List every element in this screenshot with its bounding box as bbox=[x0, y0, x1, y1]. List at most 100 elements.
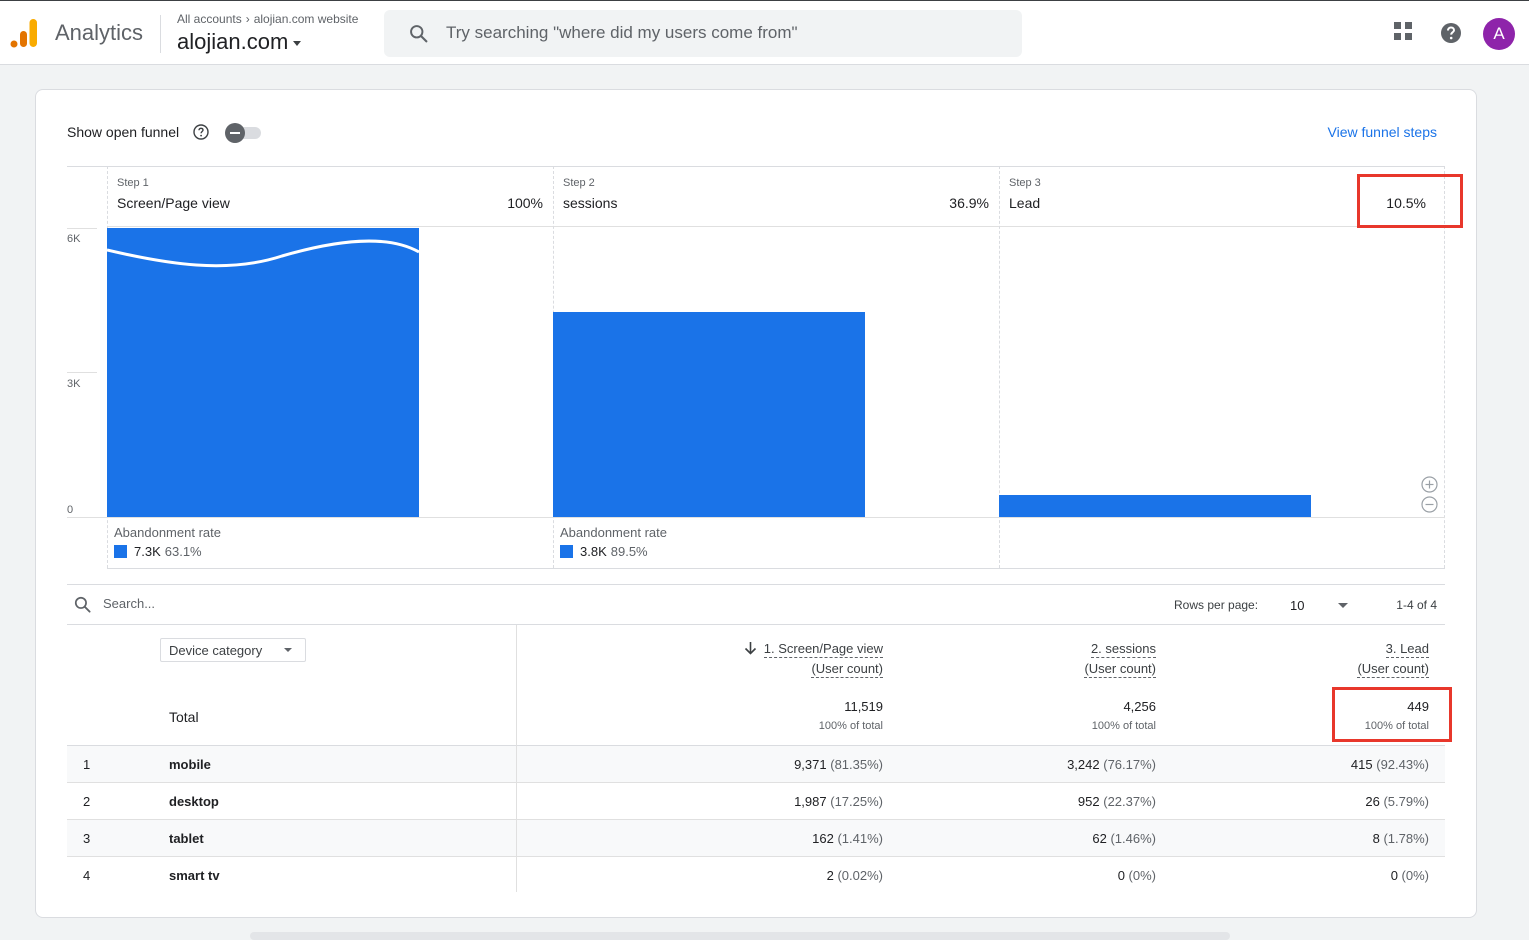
row-device: tablet bbox=[169, 831, 204, 846]
y-tick-0: 0 bbox=[67, 504, 74, 516]
help-outline-icon[interactable] bbox=[193, 124, 209, 140]
zoom-out-icon[interactable] bbox=[1421, 496, 1438, 513]
header-divider bbox=[160, 15, 161, 53]
row-value-step-1: 162 (1.41%) bbox=[812, 831, 883, 846]
step-2-percent: 36.9% bbox=[949, 195, 989, 211]
abandonment-rate: 63.1% bbox=[164, 544, 202, 559]
abandonment-label: Abandonment rate bbox=[560, 525, 667, 540]
abandonment-rate: 89.5% bbox=[610, 544, 648, 559]
sort-descending-icon[interactable] bbox=[744, 641, 757, 655]
account-avatar[interactable]: A bbox=[1483, 18, 1515, 50]
abandonment-step-2: Abandonment rate 3.8K 89.5% bbox=[560, 525, 667, 559]
zoom-in-icon[interactable] bbox=[1421, 476, 1438, 493]
funnel-bar-step-3[interactable] bbox=[999, 495, 1311, 517]
legend-swatch bbox=[560, 545, 573, 558]
chart-top-border bbox=[67, 166, 1445, 167]
global-search-input[interactable] bbox=[446, 20, 1006, 46]
column-divider bbox=[1444, 166, 1445, 568]
total-value: 11,519 bbox=[844, 699, 883, 714]
total-share: 100% of total bbox=[1364, 720, 1429, 732]
funnel-bar-step-1[interactable] bbox=[107, 228, 419, 517]
total-label: Total bbox=[169, 709, 199, 725]
column-title: 1. Screen/Page view bbox=[763, 641, 883, 658]
apps-grid-icon[interactable] bbox=[1393, 21, 1413, 41]
rows-per-page-label: Rows per page: bbox=[1174, 598, 1259, 612]
property-selector[interactable]: alojian.com bbox=[177, 29, 302, 55]
table-row[interactable]: 2 desktop 1,987 (17.25%) 952 (22.37%) 26… bbox=[67, 783, 1445, 820]
step-1-name: Screen/Page view bbox=[117, 195, 230, 211]
caret-down-icon[interactable] bbox=[1338, 603, 1348, 608]
abandonment-count: 7.3K bbox=[134, 544, 161, 559]
column-header-step-3[interactable]: 3. Lead (User count) bbox=[1357, 639, 1429, 679]
dimension-select[interactable]: Device category bbox=[160, 638, 306, 662]
funnel-bar-step-2[interactable] bbox=[553, 312, 865, 517]
table-toolbar: Rows per page: 10 1-4 of 4 bbox=[67, 584, 1445, 625]
total-share: 100% of total bbox=[818, 720, 883, 732]
step-3-label: Step 3 bbox=[1009, 177, 1041, 189]
rows-per-page-select[interactable]: 10 bbox=[1290, 598, 1305, 613]
total-value: 4,256 bbox=[1123, 699, 1156, 714]
row-index: 1 bbox=[83, 757, 91, 772]
chart-baseline bbox=[67, 517, 1445, 518]
total-value: 449 bbox=[1407, 699, 1429, 714]
search-icon bbox=[410, 25, 428, 43]
row-value-step-2: 952 (22.37%) bbox=[1077, 794, 1156, 809]
row-device: mobile bbox=[169, 757, 211, 772]
step-3-name: Lead bbox=[1009, 195, 1041, 211]
row-value-step-1: 9,371 (81.35%) bbox=[794, 757, 883, 772]
funnel-chart: Step 1 Screen/Page view 100% Step 2 sess… bbox=[67, 166, 1445, 569]
caret-down-icon bbox=[284, 648, 292, 652]
step-header-1: Step 1 Screen/Page view 100% bbox=[107, 166, 553, 227]
y-gridline bbox=[67, 372, 97, 373]
column-header-step-1[interactable]: 1. Screen/Page view (User count) bbox=[744, 639, 883, 679]
table-row[interactable]: 1 mobile 9,371 (81.35%) 3,242 (76.17%) 4… bbox=[67, 746, 1445, 783]
dimension-select-label: Device category bbox=[169, 643, 263, 658]
total-step-2: 4,256 100% of total bbox=[1092, 699, 1156, 732]
highlight-box bbox=[1357, 174, 1463, 228]
row-value-step-2: 62 (1.46%) bbox=[1092, 831, 1156, 846]
open-funnel-label: Show open funnel bbox=[67, 124, 180, 140]
global-search[interactable] bbox=[384, 10, 1022, 57]
step-1-label: Step 1 bbox=[117, 177, 149, 189]
help-icon[interactable] bbox=[1440, 22, 1462, 44]
row-value-step-3: 415 (92.43%) bbox=[1350, 757, 1429, 772]
y-gridline bbox=[67, 228, 97, 229]
column-header-step-2[interactable]: 2. sessions (User count) bbox=[1084, 639, 1156, 679]
row-index: 2 bbox=[83, 794, 91, 809]
caret-down-icon bbox=[293, 40, 302, 46]
table-row[interactable]: 4 smart tv 2 (0.02%) 0 (0%) 0 (0%) bbox=[67, 857, 1445, 894]
step-2-name: sessions bbox=[563, 195, 618, 211]
breadcrumb[interactable]: All accounts › alojian.com website bbox=[177, 12, 358, 26]
funnel-card: Show open funnel View funnel steps Step … bbox=[35, 89, 1477, 918]
pagination-range: 1-4 of 4 bbox=[1396, 598, 1437, 612]
analytics-logo-icon[interactable] bbox=[10, 18, 38, 48]
breadcrumb-property[interactable]: alojian.com website bbox=[253, 12, 359, 26]
y-tick-3k: 3K bbox=[67, 378, 81, 390]
abandonment-count: 3.8K bbox=[580, 544, 607, 559]
step-3-percent: 10.5% bbox=[1386, 195, 1426, 211]
row-value-step-3: 26 (5.79%) bbox=[1365, 794, 1429, 809]
total-share: 100% of total bbox=[1091, 720, 1156, 732]
highlight-box bbox=[1332, 687, 1452, 742]
breadcrumb-account[interactable]: All accounts bbox=[177, 12, 242, 26]
table-search-input[interactable] bbox=[103, 596, 503, 611]
row-value-step-1: 1,987 (17.25%) bbox=[794, 794, 883, 809]
row-value-step-2: 0 (0%) bbox=[1117, 868, 1156, 883]
column-divider bbox=[999, 166, 1000, 568]
legend-swatch bbox=[114, 545, 127, 558]
chevron-right-icon: › bbox=[245, 12, 250, 26]
column-subtitle: (User count) bbox=[1084, 661, 1156, 678]
toggle-knob bbox=[225, 123, 245, 143]
open-funnel-toggle[interactable] bbox=[225, 123, 263, 143]
row-device: smart tv bbox=[169, 868, 220, 883]
column-subtitle: (User count) bbox=[811, 661, 883, 678]
top-bar: Analytics All accounts › alojian.com websi… bbox=[0, 0, 1529, 65]
table-row[interactable]: 3 tablet 162 (1.41%) 62 (1.46%) 8 (1.78%… bbox=[67, 820, 1445, 857]
row-device: desktop bbox=[169, 794, 219, 809]
bar-break-wave-icon bbox=[107, 239, 419, 268]
view-funnel-steps-link[interactable]: View funnel steps bbox=[1327, 124, 1437, 140]
abandonment-step-1: Abandonment rate 7.3K 63.1% bbox=[114, 525, 221, 559]
total-step-1: 11,519 100% of total bbox=[819, 699, 883, 732]
property-name: alojian.com bbox=[177, 29, 289, 54]
step-1-percent: 100% bbox=[507, 195, 543, 211]
